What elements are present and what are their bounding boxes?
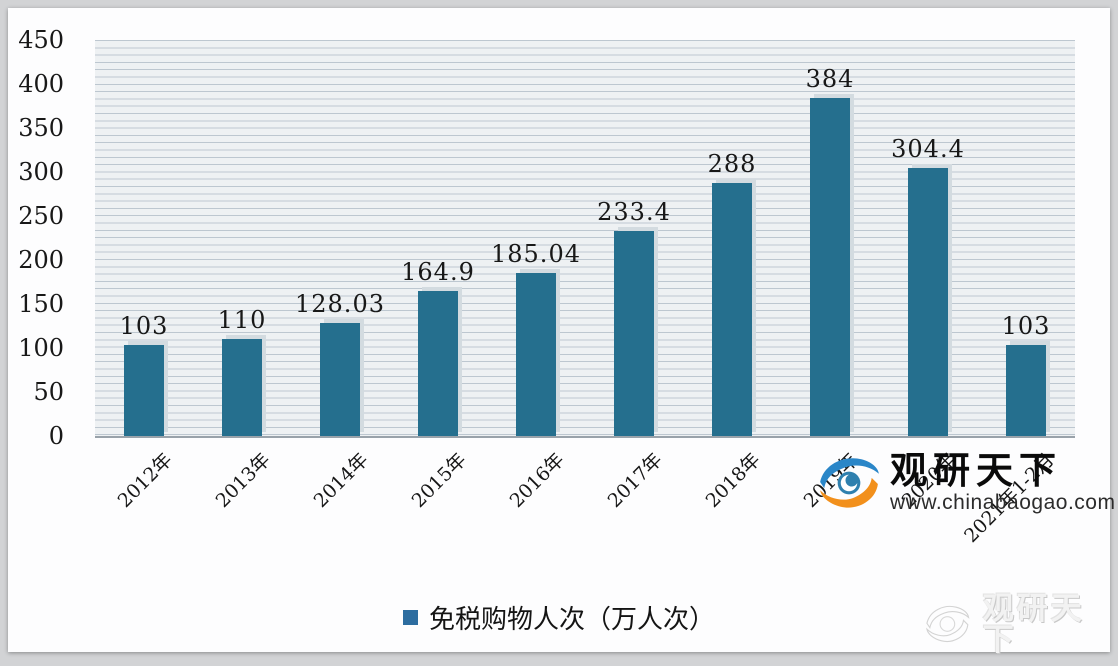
brand-name: 观研天下 xyxy=(890,450,1062,491)
plot-area: 103 110 128.03 164.9 185.04 233.4 288 384 304.4 1… xyxy=(95,40,1075,438)
x-axis-label: 2013年 xyxy=(211,448,275,513)
y-axis-tick-label: 250 xyxy=(18,202,64,230)
brand-watermark: 观研天下 www.chinabaogao.com xyxy=(816,450,1116,515)
bar-slot: 384 xyxy=(781,40,879,436)
y-axis-tick-label: 50 xyxy=(33,378,64,406)
bar-value-label: 103 xyxy=(1001,312,1051,341)
bar-value-label: 128.03 xyxy=(295,290,385,319)
bar-2015年 xyxy=(418,290,458,436)
y-axis-tick-label: 150 xyxy=(18,290,64,318)
bar-2018年 xyxy=(712,182,752,436)
x-axis-label: 2012年 xyxy=(113,448,177,513)
bars-group: 103 110 128.03 164.9 185.04 233.4 288 384 304.4 1… xyxy=(95,40,1075,436)
bar-value-label: 233.4 xyxy=(597,197,671,226)
bar-value-label: 164.9 xyxy=(401,257,475,286)
x-axis-label: 2014年 xyxy=(309,448,373,513)
bar-2021年1-2月 xyxy=(1006,345,1046,436)
bar-slot: 185.04 xyxy=(487,40,585,436)
y-axis-tick-label: 100 xyxy=(18,334,64,362)
x-axis-label: 2016年 xyxy=(505,448,569,513)
y-axis-tick-label: 400 xyxy=(18,70,64,98)
bar-slot: 110 xyxy=(193,40,291,436)
bar-slot: 304.4 xyxy=(879,40,977,436)
bar-slot: 164.9 xyxy=(389,40,487,436)
bar-slot: 288 xyxy=(683,40,781,436)
bar-value-label: 384 xyxy=(805,65,855,94)
bar-2016年 xyxy=(516,273,556,436)
x-axis-label: 2015年 xyxy=(407,448,471,513)
x-axis-label: 2017年 xyxy=(603,448,667,513)
bar-2013年 xyxy=(222,339,262,436)
legend-label: 免税购物人次（万人次） xyxy=(428,604,715,635)
bar-slot: 128.03 xyxy=(291,40,389,436)
chart-card: 103 110 128.03 164.9 185.04 233.4 288 384 304.4 1… xyxy=(8,8,1115,655)
legend: 免税购物人次（万人次） xyxy=(8,600,1110,635)
ghost-watermark: 观研天下 xyxy=(924,593,1110,655)
brand-logo-icon xyxy=(820,458,879,509)
brand-url: www.chinabaogao.com xyxy=(890,490,1116,514)
bar-slot: 233.4 xyxy=(585,40,683,436)
bar-value-label: 103 xyxy=(119,312,169,341)
y-axis-tick-label: 300 xyxy=(18,158,64,186)
bar-2014年 xyxy=(320,323,360,436)
y-axis-tick-label: 350 xyxy=(18,114,64,142)
bar-slot: 103 xyxy=(95,40,193,436)
legend-swatch xyxy=(402,609,418,625)
y-axis-tick-label: 200 xyxy=(18,246,64,274)
bar-2012年 xyxy=(124,345,164,436)
ghost-brand-name: 观研天下 xyxy=(982,591,1085,657)
bar-2020年 xyxy=(908,168,948,436)
bar-value-label: 288 xyxy=(707,149,757,178)
bar-2017年 xyxy=(614,230,654,436)
y-axis-tick-label: 0 xyxy=(48,422,64,450)
bar-value-label: 110 xyxy=(217,306,267,335)
bar-value-label: 185.04 xyxy=(491,240,581,269)
bar-value-label: 304.4 xyxy=(891,135,965,164)
y-axis-tick-label: 450 xyxy=(18,26,64,54)
bar-2019年 xyxy=(810,98,850,436)
ghost-logo-icon xyxy=(926,605,970,642)
bar-slot: 103 xyxy=(977,40,1075,436)
x-axis-label: 2018年 xyxy=(701,448,765,513)
